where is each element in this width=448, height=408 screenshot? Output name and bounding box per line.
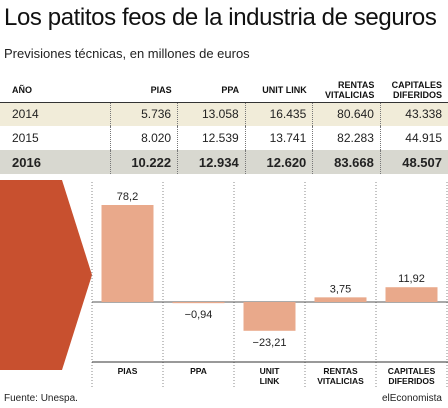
category-label: UNIT [260,366,281,376]
bar [243,302,296,331]
header-capitales-diferidos: CAPITALES DIFERIDOS [380,78,448,103]
bar [314,297,367,302]
cell-value: 44.915 [379,126,448,150]
cell-value: 12.934 [177,150,246,174]
cell-value: 48.507 [379,150,448,174]
category-label: LINK [260,376,281,386]
data-table: AÑO PIAS PPA UNIT LINK RENTAS VITALICIAS… [0,78,448,174]
cell-value: 5.736 [109,102,178,126]
cell-value: 43.338 [379,102,448,126]
data-label: −0,94 [185,309,213,321]
cell-value: 12.620 [244,150,313,174]
cell-year: 2014 [0,102,110,126]
category-label: VITALICIAS [317,376,364,386]
cell-value: 83.668 [312,150,381,174]
cell-value: 8.020 [109,126,178,150]
data-label: −23,21 [253,337,287,349]
header-rentas-vitalicias: RENTAS VITALICIAS [312,78,381,103]
data-label: 3,75 [330,283,351,295]
header-ppa: PPA [177,78,246,103]
bar [101,205,154,302]
cell-value: 10.222 [109,150,178,174]
arrow-shape [0,180,92,370]
cell-value: 13.058 [177,102,246,126]
data-label: 11,92 [398,273,425,285]
table-row: 2016 10.222 12.934 12.620 83.668 48.507 [0,150,448,174]
header-unit-link: UNIT LINK [245,78,313,103]
cell-value: 13.741 [244,126,313,150]
category-label: PPA [190,366,207,376]
category-label: DIFERIDOS [388,376,435,386]
bar [385,287,438,302]
category-label: RENTAS [323,366,358,376]
chart-title: Los patitos feos de la industria de segu… [4,4,437,31]
data-label: 78,2 [117,191,138,203]
bar [172,302,225,304]
header-year: AÑO [0,78,110,103]
category-label: PIAS [118,366,138,376]
chart-subtitle: Previsiones técnicas, en millones de eur… [4,46,250,61]
table-row: 2014 5.736 13.058 16.435 80.640 43.338 [0,102,448,126]
header-pias: PIAS [110,78,178,103]
source-note: Fuente: Unespa. [4,393,78,404]
cell-value: 12.539 [177,126,246,150]
cell-year: 2015 [0,126,110,150]
cell-value: 82.283 [312,126,381,150]
table-header-row: AÑO PIAS PPA UNIT LINK RENTAS VITALICIAS… [0,78,448,103]
table-row: 2015 8.020 12.539 13.741 82.283 44.915 [0,126,448,150]
brand-logo-text: elEconomista [381,393,442,404]
cell-value: 80.640 [312,102,381,126]
cell-year: 2016 [0,150,110,174]
category-label: CAPITALES [388,366,436,376]
cell-value: 16.435 [244,102,313,126]
